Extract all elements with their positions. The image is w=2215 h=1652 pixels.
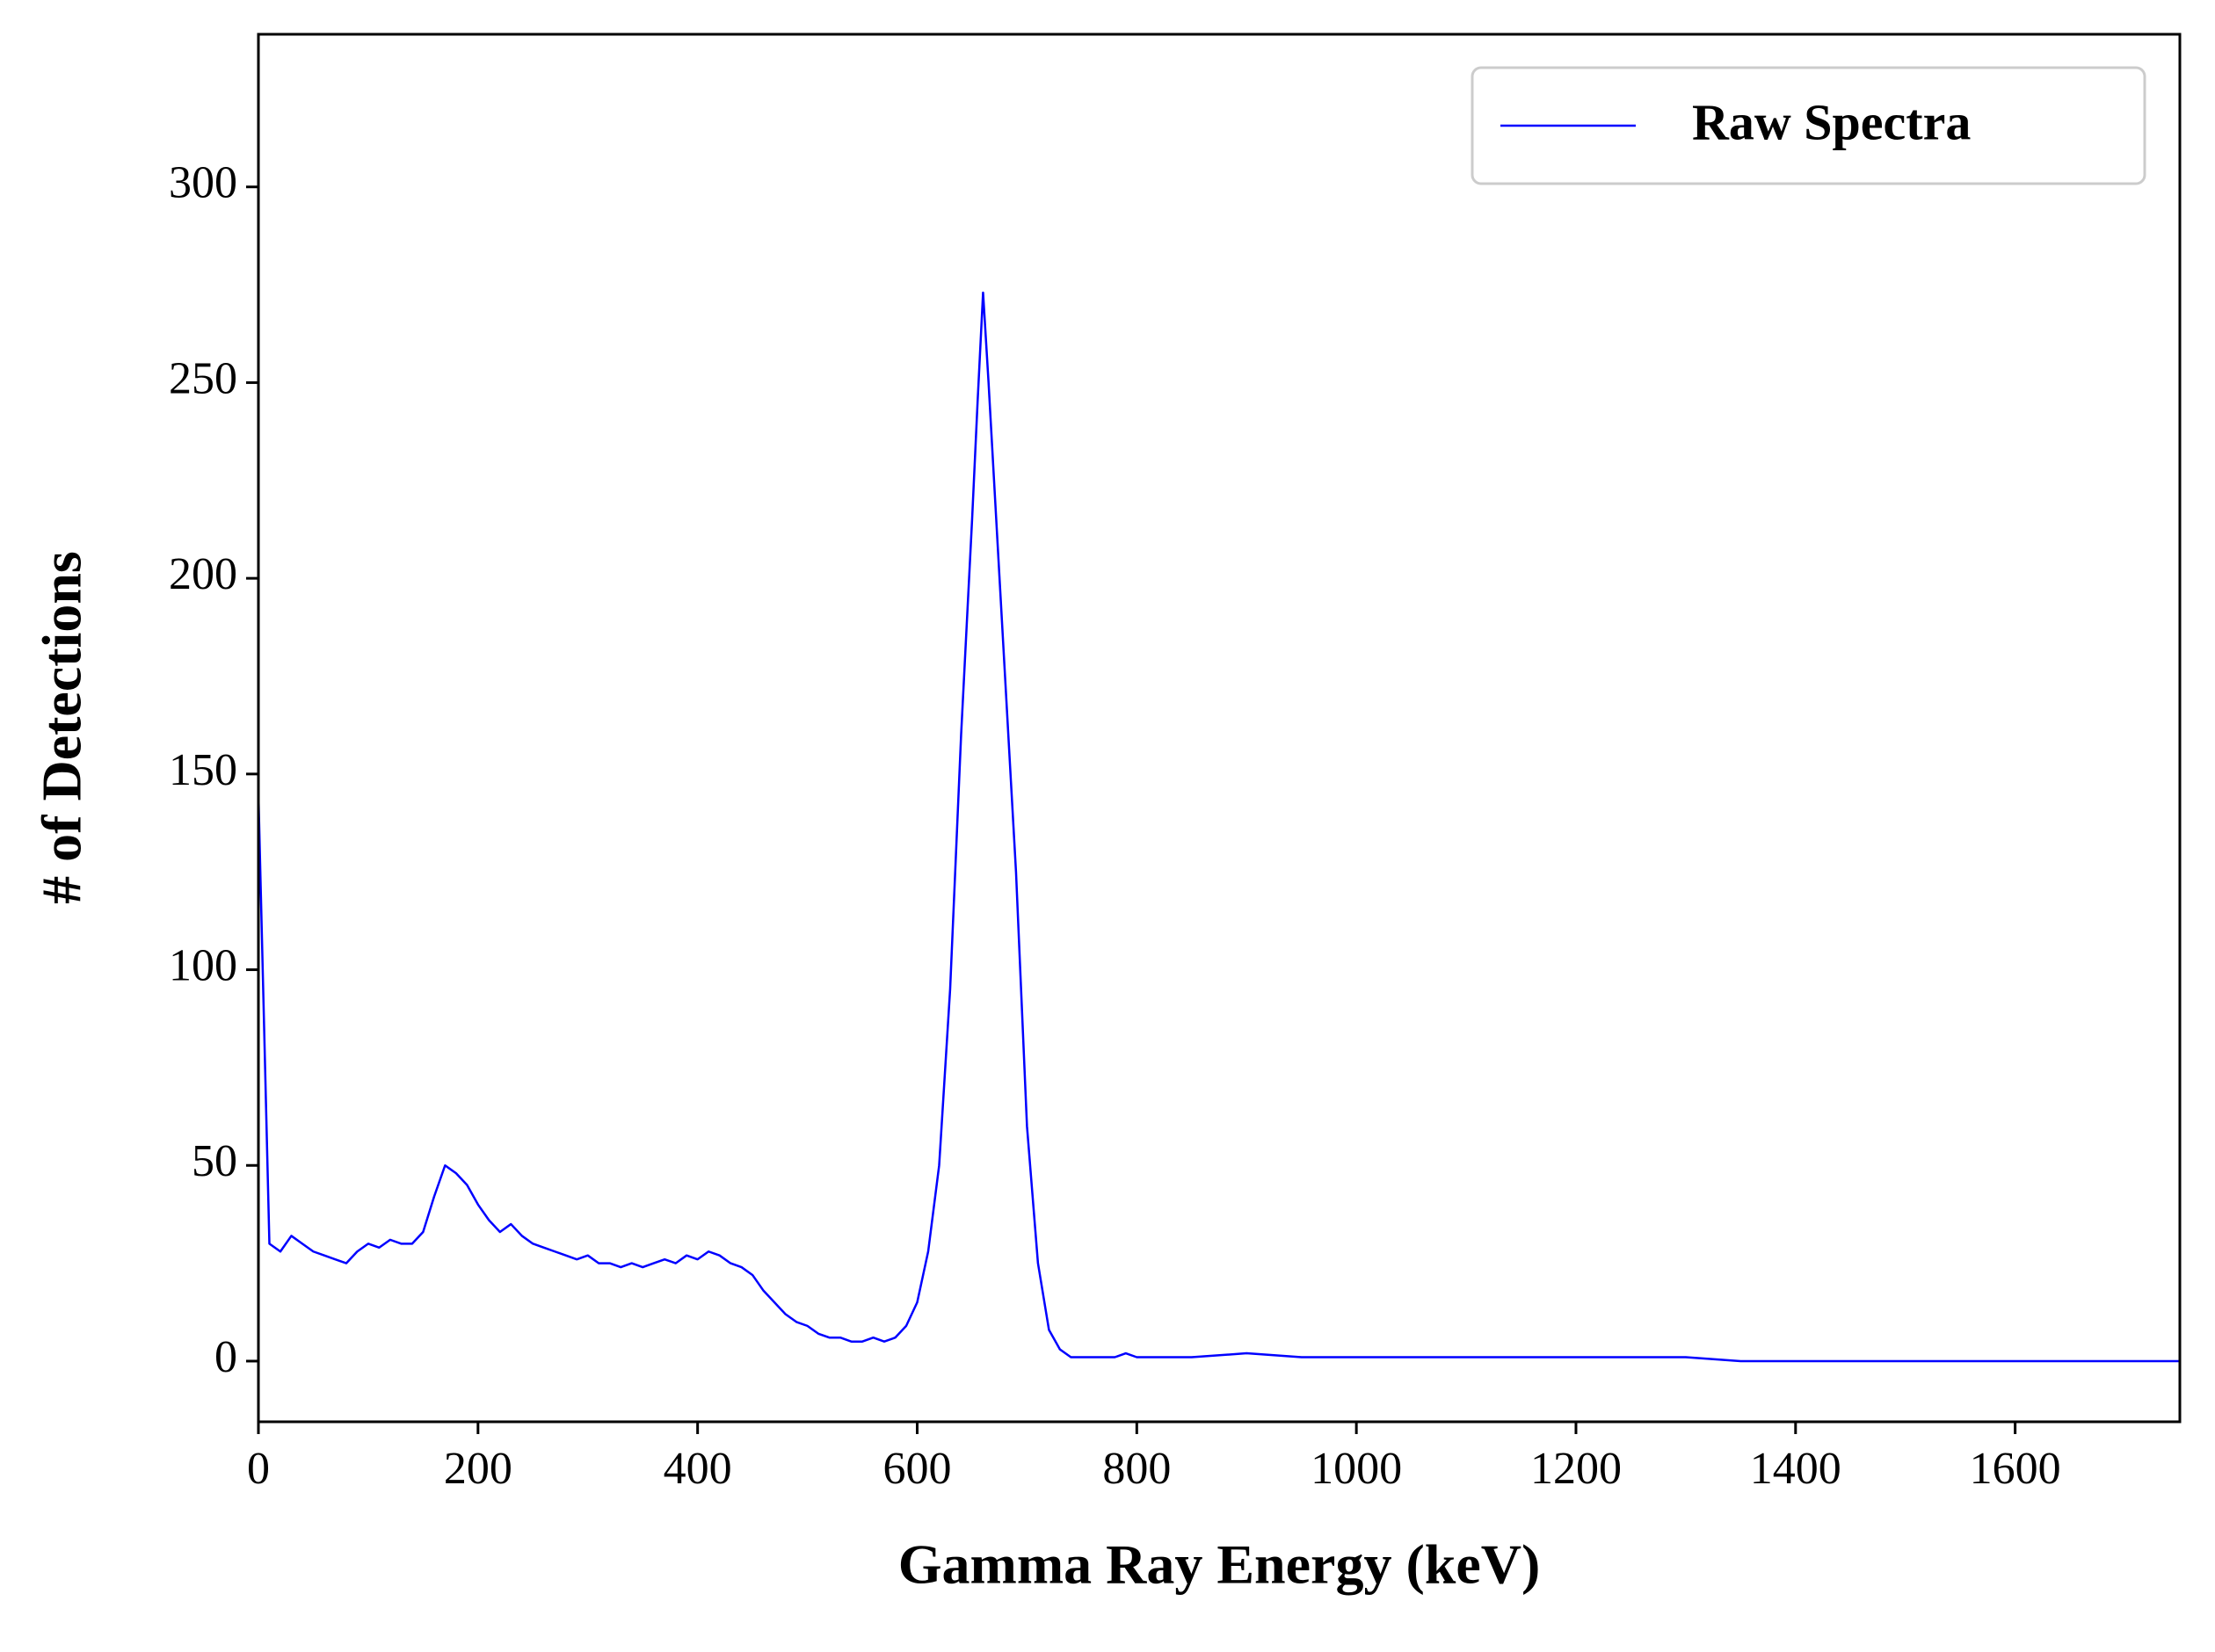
y-tick-label: 100: [169, 940, 237, 990]
data-line: [258, 291, 2180, 1363]
x-tick-label: 400: [664, 1444, 732, 1494]
y-tick-label: 250: [169, 353, 237, 403]
y-tick-label: 200: [169, 549, 237, 599]
x-axis-label: Gamma Ray Energy (keV): [898, 1533, 1541, 1596]
legend: Raw Spectra: [1471, 66, 2146, 185]
legend-label: Raw Spectra: [1692, 93, 1971, 150]
y-tick-label: 50: [192, 1136, 237, 1186]
x-tick-label: 1200: [1530, 1444, 1622, 1494]
y-tick-label: 150: [169, 745, 237, 795]
x-tick-label: 1400: [1750, 1444, 1841, 1494]
x-tick-label: 800: [1102, 1444, 1171, 1494]
legend-box: [1471, 66, 2146, 185]
y-axis-label: # of Detections: [31, 551, 93, 904]
x-tick-label: 200: [444, 1444, 512, 1494]
x-tick-label: 1600: [1970, 1444, 2061, 1494]
x-tick-label: 1000: [1311, 1444, 1402, 1494]
y-tick-label: 300: [169, 158, 237, 208]
y-tick-label: 0: [214, 1332, 237, 1382]
plot-frame: [257, 33, 2182, 1424]
x-tick-label: 0: [247, 1444, 270, 1494]
x-tick-label: 600: [882, 1444, 951, 1494]
